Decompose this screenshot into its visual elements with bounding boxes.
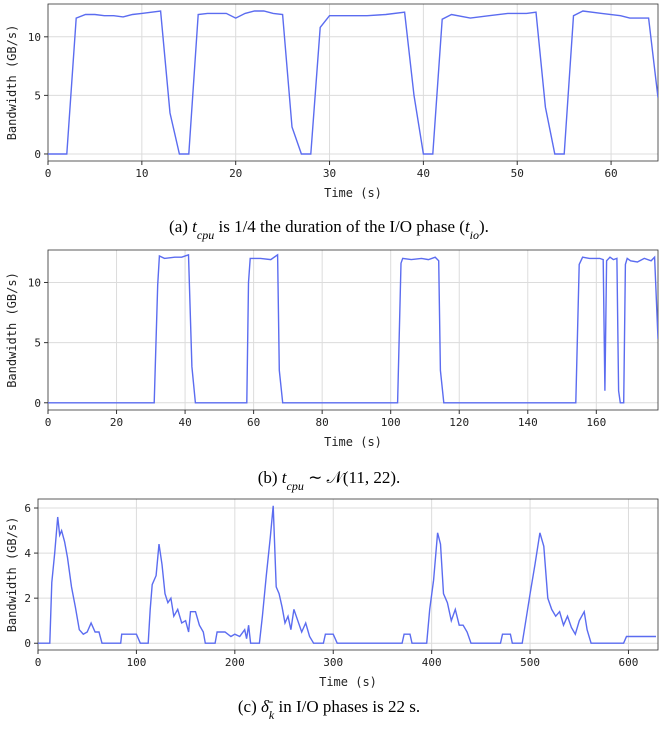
x-tick-label: 140 bbox=[518, 416, 538, 429]
x-tick-label: 120 bbox=[449, 416, 469, 429]
caption: (b) tcpu​ ∼ 𝒩(11, 22). bbox=[258, 468, 401, 493]
y-tick-label: 0 bbox=[34, 397, 41, 410]
plot bbox=[48, 10, 658, 155]
x-tick-label: 300 bbox=[323, 656, 343, 669]
data-line bbox=[48, 253, 658, 404]
x-tick-label: 160 bbox=[586, 416, 606, 429]
plot-frame bbox=[37, 498, 659, 651]
x-tick-label: 100 bbox=[126, 656, 146, 669]
caption: (a) tcpu​ is 1/4 the duration of the I/O… bbox=[169, 217, 489, 242]
caption-part: is 1/4 the duration of the I/O phase ( bbox=[214, 217, 465, 236]
y-tick-label: 2 bbox=[24, 592, 31, 605]
caption-part: ∼ 𝒩(11, 22). bbox=[304, 468, 400, 487]
x-tick-label: 0 bbox=[35, 656, 42, 669]
x-tick-label: 20 bbox=[110, 416, 123, 429]
x-tick-label: 200 bbox=[225, 656, 245, 669]
x-axis-label: Time (s) bbox=[319, 675, 377, 689]
caption: (c) δ̄k​ in I/O phases is 22 s. bbox=[238, 697, 420, 722]
x-tick-label: 80 bbox=[316, 416, 329, 429]
x-tick-label: 0 bbox=[45, 416, 52, 429]
data-line bbox=[48, 10, 658, 155]
data-line bbox=[38, 505, 656, 644]
x-tick-label: 60 bbox=[604, 167, 617, 180]
y-tick-label: 10 bbox=[28, 276, 41, 289]
y-axis-label: Bandwidth (GB/s) bbox=[5, 25, 19, 141]
y-tick-label: 10 bbox=[28, 31, 41, 44]
x-tick-label: 400 bbox=[422, 656, 442, 669]
caption-part: k bbox=[269, 708, 275, 722]
y-tick-label: 6 bbox=[24, 502, 31, 515]
x-tick-label: 20 bbox=[229, 167, 242, 180]
x-tick-label: 50 bbox=[511, 167, 524, 180]
caption-part: (b) bbox=[258, 468, 282, 487]
x-tick-label: 0 bbox=[45, 167, 52, 180]
caption-part: (c) bbox=[238, 697, 261, 716]
x-tick-label: 30 bbox=[323, 167, 336, 180]
caption-part: io bbox=[470, 228, 479, 242]
caption-part: cpu bbox=[197, 228, 214, 242]
plot-frame bbox=[47, 249, 659, 411]
caption-part: t bbox=[192, 217, 198, 236]
y-tick-label: 5 bbox=[34, 337, 41, 350]
x-tick-label: 40 bbox=[417, 167, 430, 180]
x-tick-label: 10 bbox=[135, 167, 148, 180]
plot bbox=[48, 253, 658, 404]
y-tick-label: 5 bbox=[34, 89, 41, 102]
caption-part: t bbox=[282, 468, 288, 487]
caption-part: cpu bbox=[287, 479, 304, 493]
chart: 0 10 20 30 40 50 60 0 5 10 Time (s) Bandwidth (GB/s… bbox=[5, 3, 659, 242]
caption-part: (a) bbox=[169, 217, 192, 236]
x-tick-label: 600 bbox=[619, 656, 639, 669]
chart: 0 100 200 300 400 500 600 0 2 4 6 Time (s) Bandwidth… bbox=[5, 498, 659, 722]
y-tick-label: 4 bbox=[24, 547, 31, 560]
plot bbox=[38, 505, 656, 644]
caption-part: t bbox=[465, 217, 471, 236]
x-tick-label: 500 bbox=[520, 656, 540, 669]
caption-part: in I/O phases is 22 s. bbox=[274, 697, 420, 716]
y-axis-label: Bandwidth (GB/s) bbox=[5, 517, 19, 633]
x-axis-label: Time (s) bbox=[324, 435, 382, 449]
chart: 0 20 40 60 80 100 120 140 160 0 5 10 Time (s) Bandwid… bbox=[5, 249, 659, 493]
x-tick-label: 60 bbox=[247, 416, 260, 429]
y-tick-label: 0 bbox=[24, 637, 31, 650]
caption-part: ). bbox=[479, 217, 489, 236]
x-tick-label: 100 bbox=[381, 416, 401, 429]
x-tick-label: 40 bbox=[178, 416, 191, 429]
y-tick-label: 0 bbox=[34, 148, 41, 161]
x-axis-label: Time (s) bbox=[324, 186, 382, 200]
y-axis-label: Bandwidth (GB/s) bbox=[5, 272, 19, 388]
plot-frame bbox=[47, 3, 659, 162]
